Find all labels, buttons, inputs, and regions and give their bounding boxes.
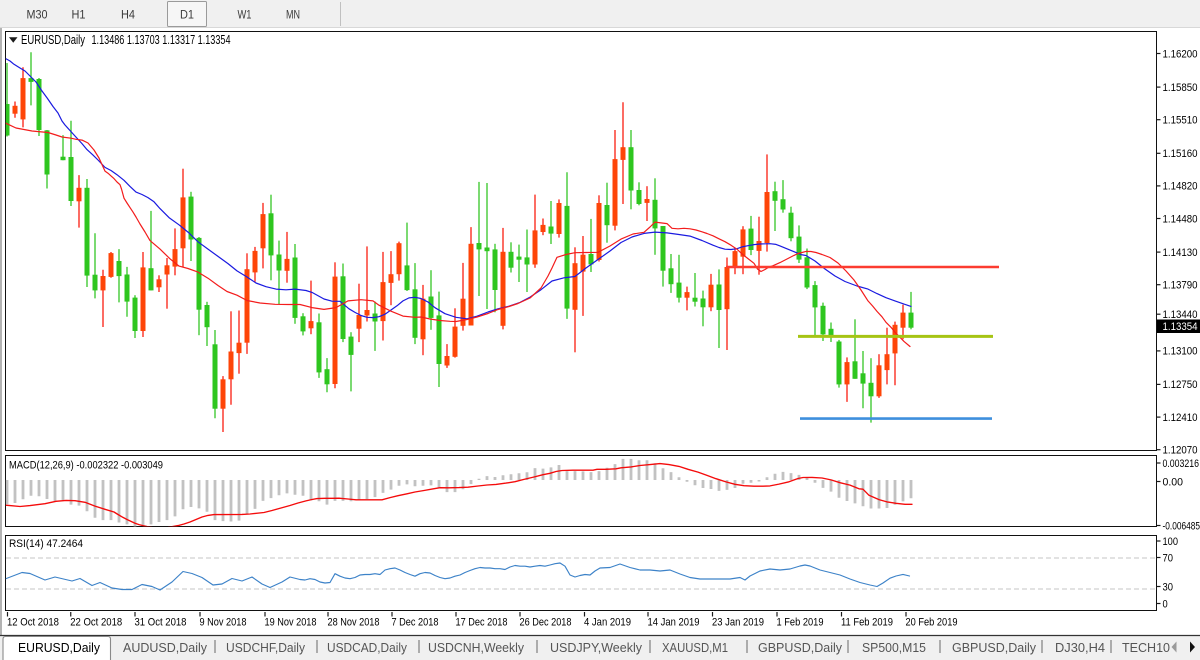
svg-text:1.13440: 1.13440 bbox=[1163, 309, 1198, 321]
svg-text:17 Dec 2018: 17 Dec 2018 bbox=[456, 617, 508, 629]
svg-text:EURUSD,Daily: EURUSD,Daily bbox=[21, 33, 86, 47]
svg-text:0.00: 0.00 bbox=[1163, 476, 1184, 488]
svg-text:USDCAD,Daily: USDCAD,Daily bbox=[327, 641, 408, 655]
svg-text:70: 70 bbox=[1163, 552, 1174, 564]
svg-text:W1: W1 bbox=[238, 10, 252, 22]
svg-text:1.15850: 1.15850 bbox=[1163, 82, 1198, 94]
svg-text:1.16200: 1.16200 bbox=[1163, 48, 1198, 60]
svg-text:1.12070: 1.12070 bbox=[1163, 445, 1198, 457]
svg-text:1.13354: 1.13354 bbox=[1163, 321, 1198, 333]
svg-text:20 Feb 2019: 20 Feb 2019 bbox=[906, 617, 958, 629]
svg-text:D1: D1 bbox=[180, 10, 194, 22]
svg-text:DJ30,H4: DJ30,H4 bbox=[1055, 641, 1105, 655]
svg-text:1.15510: 1.15510 bbox=[1163, 115, 1198, 127]
svg-text:1.12410: 1.12410 bbox=[1163, 412, 1198, 424]
svg-text:7 Dec 2018: 7 Dec 2018 bbox=[392, 617, 439, 629]
svg-text:1.13790: 1.13790 bbox=[1163, 280, 1198, 292]
svg-text:22 Oct 2018: 22 Oct 2018 bbox=[70, 617, 122, 629]
svg-text:31 Oct 2018: 31 Oct 2018 bbox=[135, 617, 187, 629]
svg-text:19 Nov 2018: 19 Nov 2018 bbox=[265, 617, 317, 629]
svg-text:GBPUSD,Daily: GBPUSD,Daily bbox=[758, 641, 843, 655]
svg-text:23 Jan 2019: 23 Jan 2019 bbox=[712, 617, 764, 629]
svg-text:GBPUSD,Daily: GBPUSD,Daily bbox=[952, 641, 1037, 655]
svg-text:USDJPY,Weekly: USDJPY,Weekly bbox=[550, 641, 643, 655]
svg-text:14 Jan 2019: 14 Jan 2019 bbox=[648, 617, 700, 629]
svg-text:SP500,M15: SP500,M15 bbox=[862, 641, 926, 655]
svg-text:1.14130: 1.14130 bbox=[1163, 247, 1198, 259]
svg-text:0.003216: 0.003216 bbox=[1163, 458, 1200, 470]
svg-text:USDCHF,Daily: USDCHF,Daily bbox=[226, 641, 306, 655]
svg-text:1.12750: 1.12750 bbox=[1163, 379, 1198, 391]
svg-text:1.14480: 1.14480 bbox=[1163, 213, 1198, 225]
svg-text:1.13100: 1.13100 bbox=[1163, 346, 1198, 358]
svg-text:1.13486 1.13703 1.13317 1.1335: 1.13486 1.13703 1.13317 1.13354 bbox=[92, 33, 231, 47]
svg-text:XAUUSD,M1: XAUUSD,M1 bbox=[662, 641, 728, 655]
svg-text:M30: M30 bbox=[27, 10, 48, 22]
svg-text:TECH10: TECH10 bbox=[1122, 641, 1170, 655]
svg-text:MACD(12,26,9) -0.002322 -0.003: MACD(12,26,9) -0.002322 -0.003049 bbox=[9, 460, 163, 472]
svg-text:AUDUSD,Daily: AUDUSD,Daily bbox=[123, 641, 208, 655]
svg-text:-0.006485: -0.006485 bbox=[1163, 520, 1200, 532]
svg-text:1.14820: 1.14820 bbox=[1163, 181, 1198, 193]
svg-text:30: 30 bbox=[1163, 581, 1174, 593]
svg-text:H1: H1 bbox=[72, 10, 86, 22]
svg-text:H4: H4 bbox=[121, 10, 136, 22]
svg-text:9 Nov 2018: 9 Nov 2018 bbox=[200, 617, 247, 629]
svg-text:4 Jan 2019: 4 Jan 2019 bbox=[584, 617, 631, 629]
svg-text:26 Dec 2018: 26 Dec 2018 bbox=[520, 617, 572, 629]
svg-text:100: 100 bbox=[1163, 536, 1179, 548]
svg-text:12 Oct 2018: 12 Oct 2018 bbox=[7, 617, 59, 629]
svg-text:0: 0 bbox=[1163, 598, 1168, 610]
svg-text:28 Nov 2018: 28 Nov 2018 bbox=[328, 617, 380, 629]
svg-text:EURUSD,Daily: EURUSD,Daily bbox=[18, 641, 101, 655]
svg-text:11 Feb 2019: 11 Feb 2019 bbox=[841, 617, 893, 629]
svg-text:1 Feb 2019: 1 Feb 2019 bbox=[777, 617, 824, 629]
svg-text:RSI(14) 47.2464: RSI(14) 47.2464 bbox=[9, 538, 83, 550]
svg-text:MN: MN bbox=[286, 10, 300, 22]
svg-text:1.15160: 1.15160 bbox=[1163, 148, 1198, 160]
svg-text:USDCNH,Weekly: USDCNH,Weekly bbox=[428, 641, 525, 655]
